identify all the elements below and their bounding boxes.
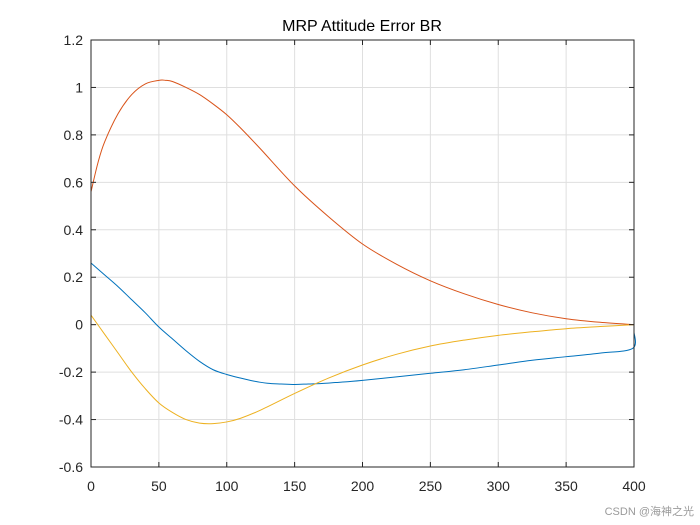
y-gridlines bbox=[91, 86, 634, 421]
x-tick-label: 250 bbox=[419, 478, 443, 494]
x-tick-label: 200 bbox=[351, 478, 375, 494]
y-tick-label: 0.8 bbox=[64, 127, 84, 143]
y-tick-label: 0.6 bbox=[64, 174, 84, 190]
data-series bbox=[90, 79, 636, 425]
x-tick-label: 150 bbox=[283, 478, 307, 494]
x-gridlines bbox=[158, 40, 567, 467]
y-tick-label: 1 bbox=[75, 79, 83, 95]
y-tick-label: 0.4 bbox=[64, 222, 84, 238]
y-tick-label: 0.2 bbox=[64, 269, 84, 285]
y-tick-label: -0.4 bbox=[59, 412, 83, 428]
x-tick-label: 50 bbox=[151, 478, 167, 494]
y-axis-ticks: -0.6 -0.4 -0.2 0 0.2 0.4 0.6 0.8 1 1.2 bbox=[59, 32, 634, 475]
x-axis-ticks: 0 50 100 150 200 250 300 350 400 bbox=[87, 40, 646, 494]
watermark: CSDN @海神之光 bbox=[604, 506, 694, 518]
y-tick-label: 0 bbox=[75, 317, 83, 333]
y-tick-label: -0.6 bbox=[59, 459, 83, 475]
plot-area: 0 50 100 150 200 250 300 350 400 -0.6 -0.4 -0.2 0 0.… bbox=[59, 32, 646, 494]
series-line-1 bbox=[90, 262, 636, 385]
x-tick-label: 400 bbox=[622, 478, 646, 494]
y-tick-label: 1.2 bbox=[64, 32, 84, 48]
x-tick-label: 100 bbox=[215, 478, 239, 494]
x-tick-label: 0 bbox=[87, 478, 95, 494]
series-line-2 bbox=[90, 79, 635, 326]
chart-title: MRP Attitude Error BR bbox=[282, 18, 442, 35]
x-tick-label: 300 bbox=[487, 478, 511, 494]
series-line-3 bbox=[90, 314, 635, 425]
x-tick-label: 350 bbox=[554, 478, 578, 494]
y-tick-label: -0.2 bbox=[59, 364, 83, 380]
